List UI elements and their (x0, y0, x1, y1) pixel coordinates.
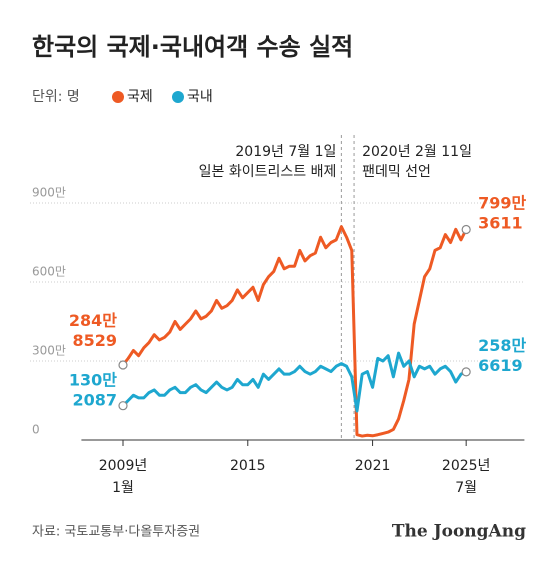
end-point (461, 224, 471, 235)
x-tick-label: 2025년 7월 (442, 458, 491, 496)
end-point (118, 401, 128, 411)
legend-label: 국제 (127, 89, 153, 105)
legend-swatch (112, 91, 124, 103)
annotation-text: 2019년 7월 1일 (235, 144, 336, 160)
annotation-text: 팬데믹 선언 (362, 164, 431, 180)
x-tick-label: 2009년 1월 (99, 458, 148, 496)
y-tick-label: 900만 (32, 186, 66, 200)
y-tick-label: 0 (32, 423, 40, 437)
legend-swatch (172, 91, 184, 103)
value-label: 284만 8529 (69, 310, 117, 349)
series-line (121, 351, 467, 413)
legend-label: 국내 (187, 89, 213, 105)
y-tick-label: 300만 (32, 344, 66, 358)
unit-label: 단위: 명 (32, 89, 80, 105)
value-label: 799만 3611 (478, 193, 526, 232)
source: 자료: 국토교통부·다올투자증권 (32, 525, 200, 540)
end-point (461, 367, 471, 377)
brand: The JoongAng (392, 522, 526, 542)
end-point (118, 360, 128, 370)
annotation-text: 2020년 2월 11일 (362, 144, 472, 160)
value-label: 130만 2087 (69, 370, 117, 409)
series-line (121, 225, 468, 438)
x-tick-label: 2015 (230, 458, 266, 474)
chart-title: 한국의 국제·국내여객 수송 실적 (32, 33, 353, 61)
y-tick-label: 600만 (32, 265, 66, 279)
annotation-text: 일본 화이트리스트 배제 (199, 164, 337, 180)
value-label: 258만 6619 (478, 335, 526, 374)
x-tick-label: 2021 (355, 458, 391, 474)
